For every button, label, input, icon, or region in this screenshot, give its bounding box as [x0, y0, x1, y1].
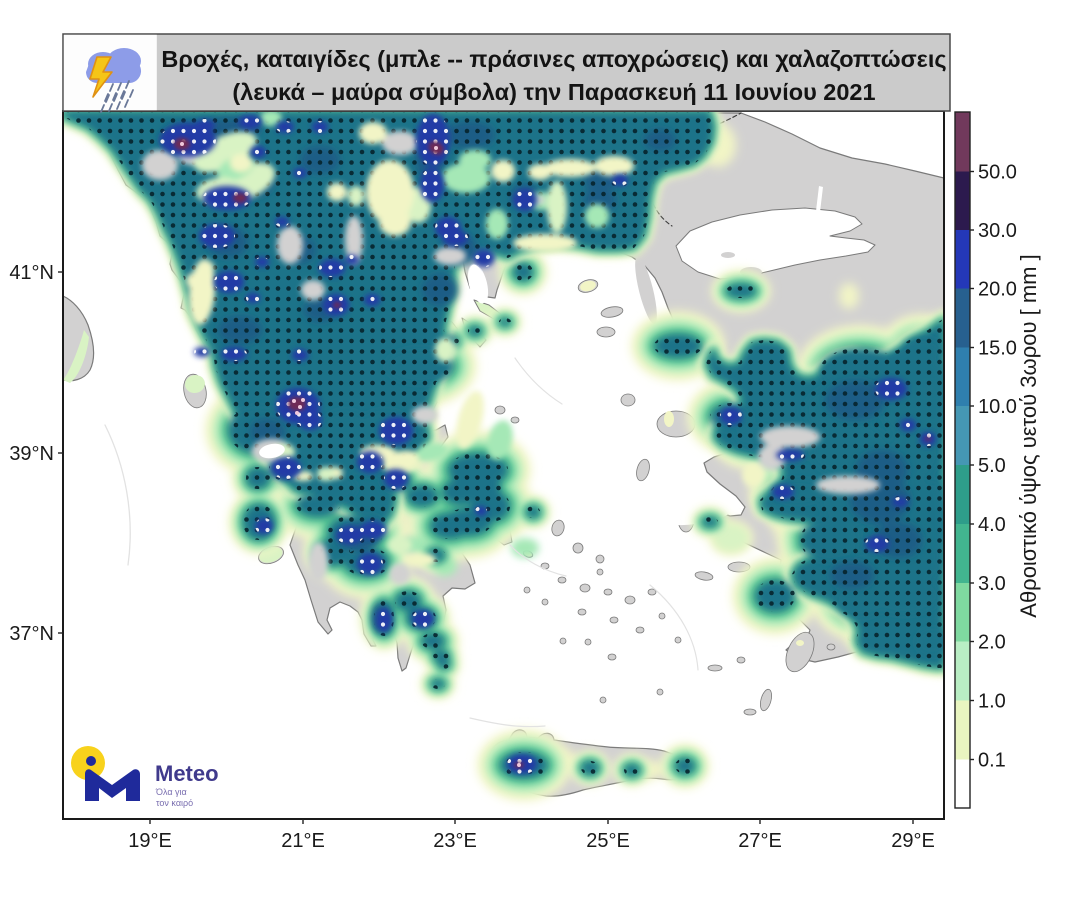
svg-text:25°E: 25°E [586, 830, 630, 852]
svg-text:37°N: 37°N [9, 623, 54, 645]
svg-text:Αθροιστικό ύψος υετού 3ωρου [: Αθροιστικό ύψος υετού 3ωρου [ mm ] [1016, 254, 1041, 617]
svg-text:1.0: 1.0 [978, 691, 1006, 713]
svg-text:4.0: 4.0 [978, 514, 1006, 536]
svg-text:3.0: 3.0 [978, 573, 1006, 595]
svg-text:20.0: 20.0 [978, 279, 1017, 301]
svg-text:27°E: 27°E [738, 830, 782, 852]
svg-text:(λευκά – μαύρα σύμβολα) την Πα: (λευκά – μαύρα σύμβολα) την Παρασκευή 11… [232, 79, 875, 105]
svg-text:39°N: 39°N [9, 443, 54, 465]
svg-text:21°E: 21°E [281, 830, 325, 852]
svg-text:15.0: 15.0 [978, 338, 1017, 360]
svg-text:Όλα για: Όλα για [155, 787, 187, 797]
svg-text:τον καιρό: τον καιρό [156, 798, 193, 808]
svg-text:50.0: 50.0 [978, 162, 1017, 184]
svg-text:19°E: 19°E [128, 830, 172, 852]
svg-text:2.0: 2.0 [978, 632, 1006, 654]
svg-text:Meteo: Meteo [155, 761, 219, 786]
svg-text:30.0: 30.0 [978, 220, 1017, 242]
svg-text:29°E: 29°E [891, 830, 935, 852]
svg-text:41°N: 41°N [9, 262, 54, 284]
svg-text:Βροχές, καταιγίδες (μπλε -- πρ: Βροχές, καταιγίδες (μπλε -- πράσινες απο… [161, 46, 946, 72]
svg-text:10.0: 10.0 [978, 396, 1017, 418]
svg-text:5.0: 5.0 [978, 455, 1006, 477]
svg-text:0.1: 0.1 [978, 750, 1006, 772]
svg-text:23°E: 23°E [433, 830, 477, 852]
